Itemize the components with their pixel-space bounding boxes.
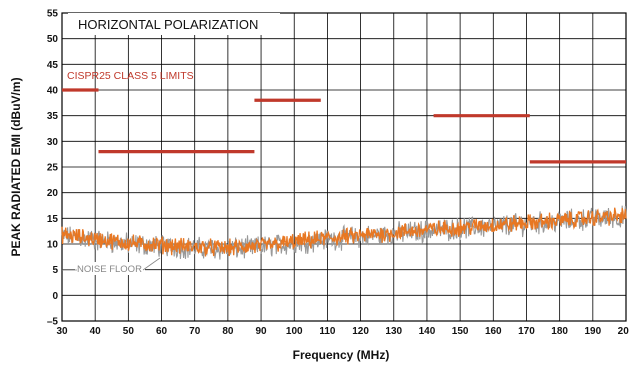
x-tick-label: 30 [56,326,68,337]
x-tick-label: 130 [385,326,402,337]
x-axis-title: Frequency (MHz) [293,348,390,362]
x-tick-label: 120 [352,326,369,337]
y-tick-label: 25 [47,163,59,174]
limit-layer [62,88,626,164]
chart-title: HORIZONTAL POLARIZATION [78,17,258,32]
noise-floor-label: NOISE FLOOR [77,264,142,275]
y-tick-label: 15 [47,214,59,225]
x-tick-label: 160 [485,326,502,337]
y-tick-label: 45 [47,60,59,71]
x-tick-label: 150 [452,326,469,337]
x-tick-label: 80 [222,326,234,337]
y-tick-label: 55 [47,9,59,20]
x-tick-label: 60 [156,326,168,337]
x-tick-label: 110 [319,326,336,337]
x-tick-label: 90 [255,326,267,337]
x-tick-label: 180 [551,326,568,337]
x-tick-label: 190 [584,326,601,337]
noise-label-box [75,262,145,275]
plot-frame [61,12,627,322]
x-tick-label: 140 [419,326,436,337]
grid-layer [61,12,627,322]
y-tick-label: 35 [47,111,59,122]
x-tick-label: 70 [189,326,201,337]
y-tick-label: 50 [47,34,59,45]
emi-series-1 [61,207,627,257]
y-tick-label: –5 [47,317,59,328]
x-tick-label: 170 [518,326,535,337]
y-axis-title: PEAK RADIATED EMI (dBuV/m) [9,77,23,256]
y-tick-label: 10 [47,240,59,251]
y-tick-label: 40 [47,86,59,97]
x-tick-label: 200 [618,326,629,337]
x-tick-label: 50 [123,326,135,337]
x-tick-label: 100 [286,326,303,337]
noise-leader-line-right [142,257,161,271]
series-layer [61,205,627,260]
tick-layer: 30 40 50 60 70 80 90 100 110 120 130 140 150 160 170 18… [47,9,629,338]
y-tick-label: 0 [52,291,58,302]
y-tick-label: 30 [47,137,59,148]
y-tick-label: 5 [52,265,58,276]
x-tick-label: 40 [90,326,102,337]
y-tick-label: 20 [47,188,59,199]
title-box [68,13,280,35]
limits-label: CISPR25 CLASS 5 LIMITS [67,70,194,82]
